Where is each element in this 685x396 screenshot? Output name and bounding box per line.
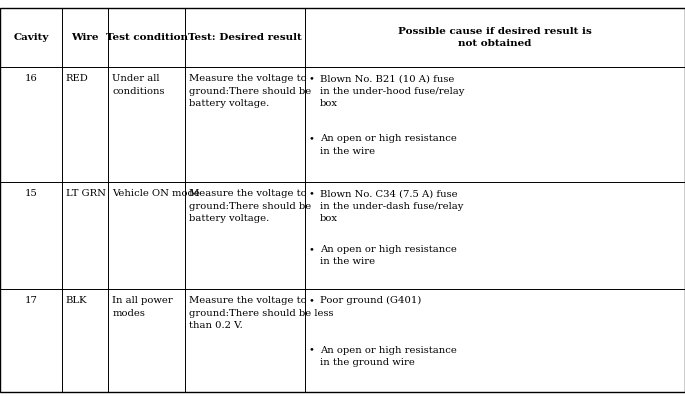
Text: Measure the voltage to
ground:There should be
battery voltage.: Measure the voltage to ground:There shou… [189,74,311,109]
Text: Blown No. B21 (10 A) fuse
in the under-hood fuse/relay
box: Blown No. B21 (10 A) fuse in the under-h… [320,74,464,109]
Text: •: • [309,245,314,254]
Text: Vehicle ON mode: Vehicle ON mode [112,189,200,198]
Text: In all power
modes: In all power modes [112,296,173,318]
Text: Under all
conditions: Under all conditions [112,74,165,96]
Text: Test condition: Test condition [105,33,188,42]
Text: 17: 17 [25,296,37,305]
Text: Poor ground (G401): Poor ground (G401) [320,296,421,305]
Text: Wire: Wire [71,33,99,42]
Text: LT GRN: LT GRN [66,189,105,198]
Text: •: • [309,296,314,305]
Text: •: • [309,134,314,143]
Text: An open or high resistance
in the ground wire: An open or high resistance in the ground… [320,346,457,367]
Text: Measure the voltage to
ground:There should be less
than 0.2 V.: Measure the voltage to ground:There shou… [189,296,334,330]
Text: Cavity: Cavity [13,33,49,42]
Text: Blown No. C34 (7.5 A) fuse
in the under-dash fuse/relay
box: Blown No. C34 (7.5 A) fuse in the under-… [320,189,463,223]
Text: An open or high resistance
in the wire: An open or high resistance in the wire [320,245,457,267]
Text: •: • [309,74,314,84]
Text: 15: 15 [25,189,37,198]
Text: BLK: BLK [66,296,87,305]
Text: Possible cause if desired result is
not obtained: Possible cause if desired result is not … [398,27,592,48]
Text: Measure the voltage to
ground:There should be
battery voltage.: Measure the voltage to ground:There shou… [189,189,311,223]
Text: •: • [309,189,314,198]
Text: •: • [309,346,314,355]
Text: An open or high resistance
in the wire: An open or high resistance in the wire [320,134,457,156]
Text: RED: RED [66,74,88,84]
Text: Test: Desired result: Test: Desired result [188,33,302,42]
Text: 16: 16 [25,74,37,84]
